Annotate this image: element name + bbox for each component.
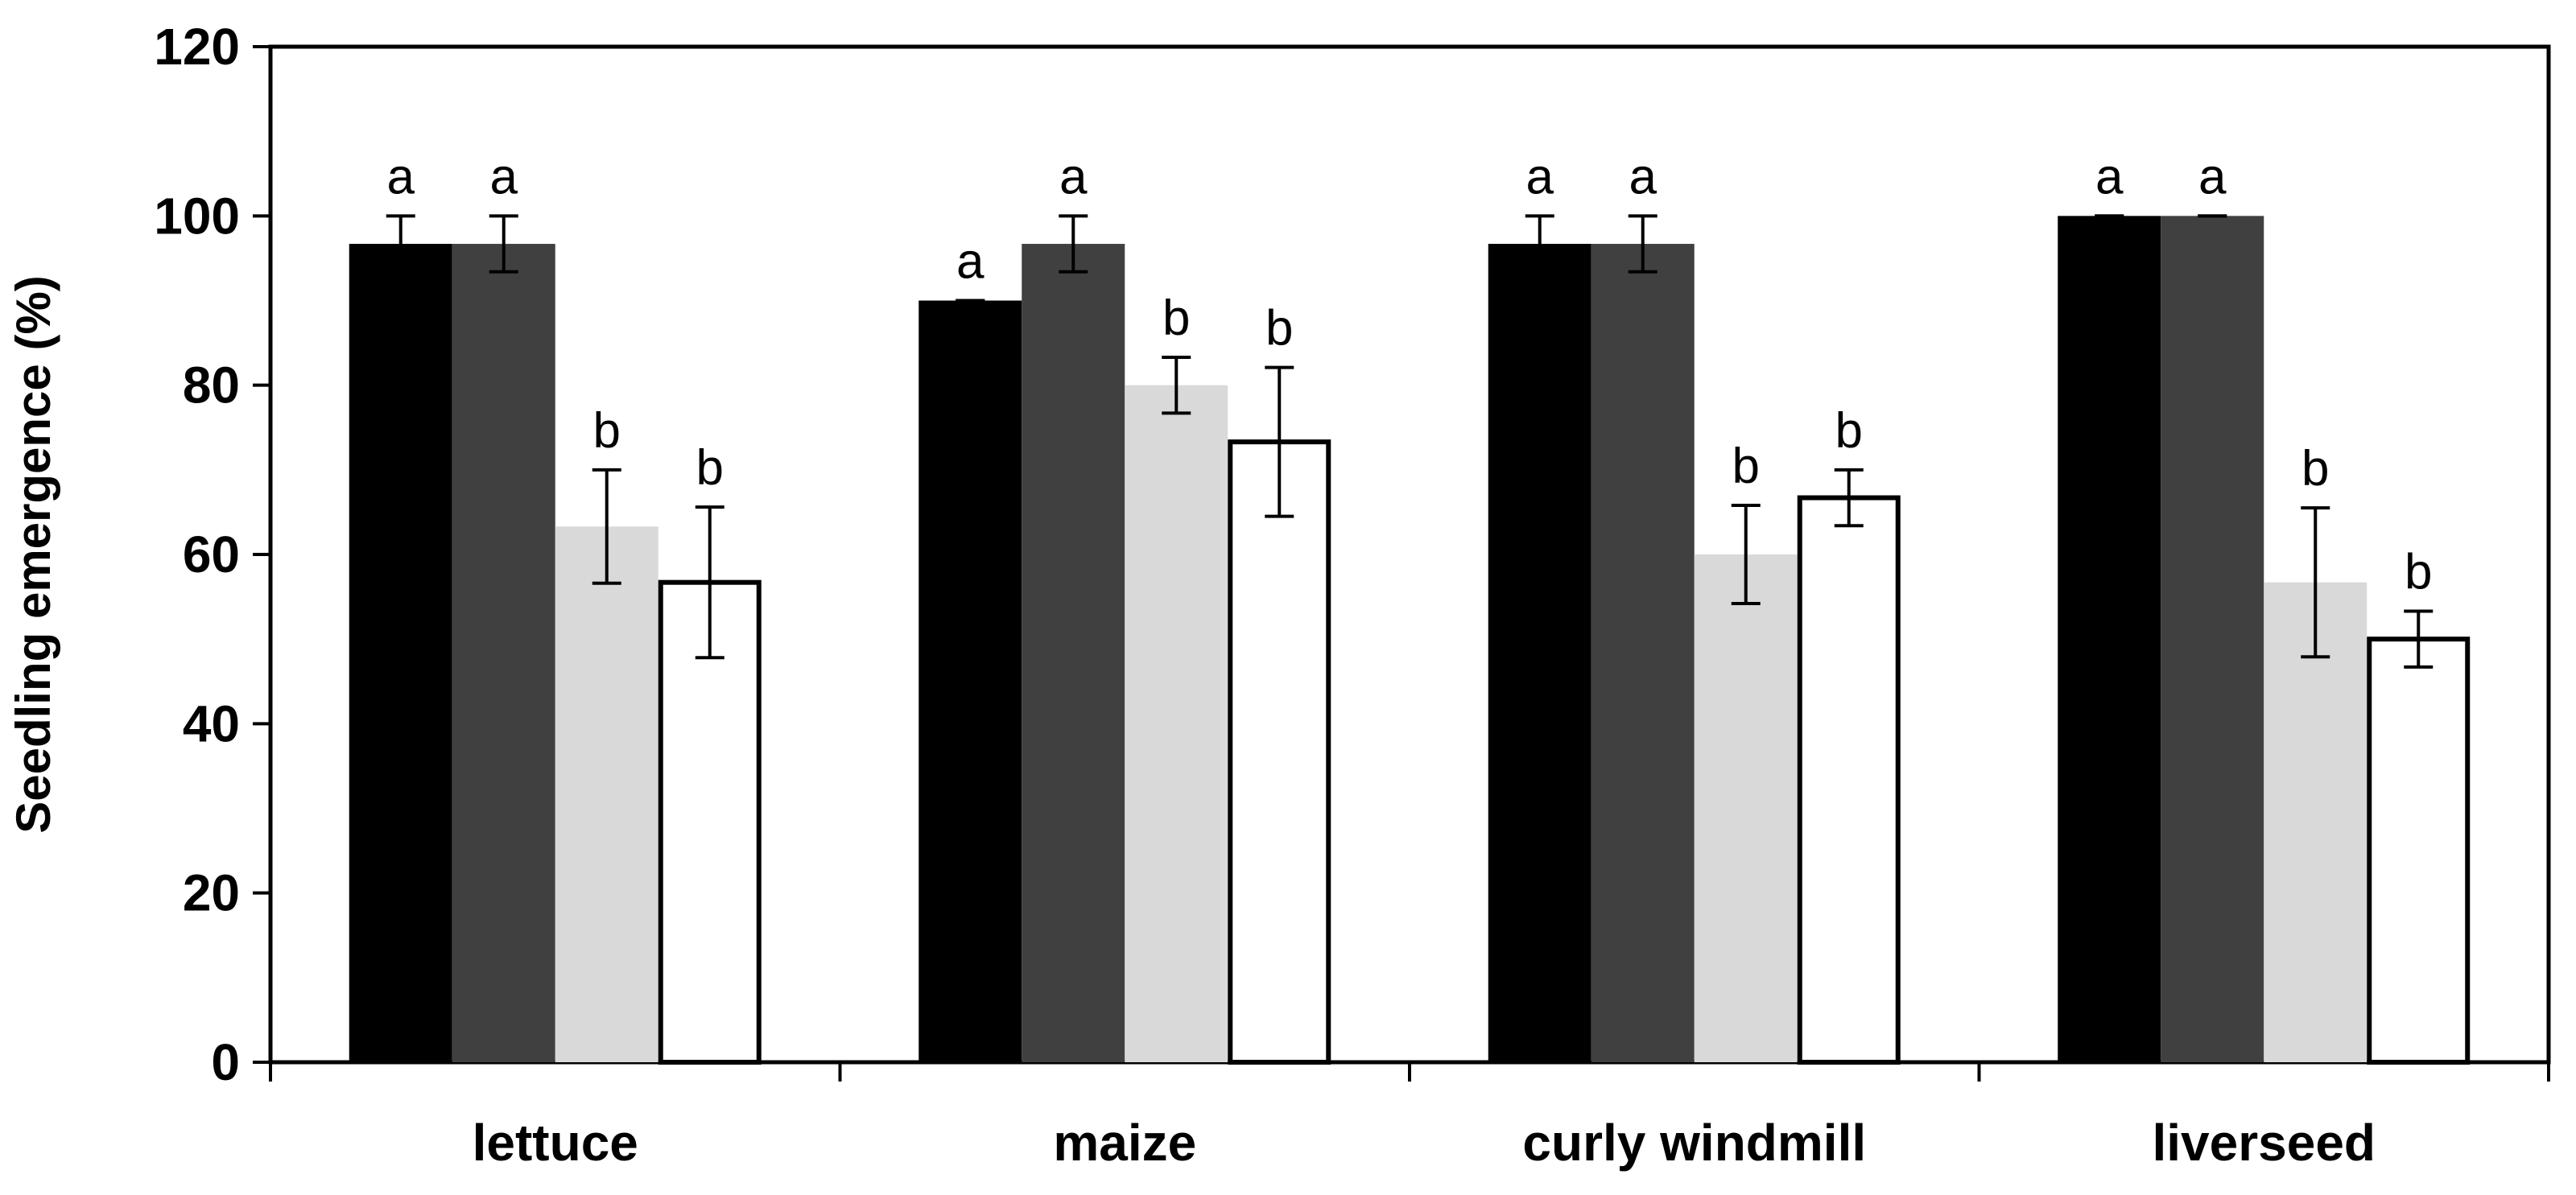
significance-letter: b	[2301, 441, 2329, 497]
bar	[2161, 216, 2264, 1062]
bar	[2264, 582, 2368, 1062]
significance-letter: b	[593, 403, 621, 459]
significance-letter: a	[387, 149, 415, 204]
significance-letter: a	[490, 149, 518, 204]
y-tick-label: 20	[183, 864, 240, 922]
bar	[1591, 244, 1695, 1062]
significance-letter: a	[956, 234, 985, 290]
bar	[1022, 244, 1125, 1062]
labels-layer: a a b b lettuce a a b b maize a a b b curly windmill a a…	[387, 149, 2433, 1172]
significance-letter: a	[1629, 149, 1657, 204]
bar	[1797, 495, 1901, 1065]
bar	[1228, 439, 1331, 1065]
bar	[1488, 244, 1591, 1062]
bar	[452, 244, 555, 1062]
bar	[555, 526, 658, 1062]
significance-letter: b	[1265, 301, 1293, 356]
y-axis-title: Seedling emergence (%)	[6, 275, 60, 834]
x-category-label: maize	[1053, 1114, 1196, 1172]
bar	[2058, 216, 2161, 1062]
y-tick-label: 120	[154, 18, 240, 76]
y-tick-label: 40	[183, 694, 240, 752]
axes-layer: 0 20 40 60 80 100 120	[154, 18, 2550, 1091]
significance-letter: a	[2198, 149, 2227, 204]
bar	[1694, 554, 1798, 1062]
bar	[2367, 637, 2471, 1065]
y-tick-label: 80	[183, 356, 240, 414]
significance-letter: b	[1162, 291, 1190, 346]
significance-letter: b	[1835, 403, 1863, 459]
bars-layer	[349, 214, 2471, 1065]
significance-letter: b	[2405, 544, 2432, 600]
significance-letter: b	[696, 440, 724, 496]
x-category-label: lettuce	[473, 1114, 638, 1172]
x-category-label: curly windmill	[1522, 1114, 1866, 1172]
y-tick-label: 60	[183, 525, 240, 583]
bar	[349, 244, 452, 1062]
significance-letter: a	[1526, 149, 1554, 204]
significance-letter: b	[1732, 439, 1760, 494]
y-tick-label: 0	[211, 1033, 240, 1091]
significance-letter: a	[2095, 149, 2124, 204]
bar	[1125, 385, 1228, 1063]
x-category-label: liverseed	[2152, 1114, 2376, 1172]
significance-letter: a	[1059, 149, 1088, 204]
y-tick-label: 100	[154, 187, 240, 245]
bar	[919, 300, 1022, 1062]
